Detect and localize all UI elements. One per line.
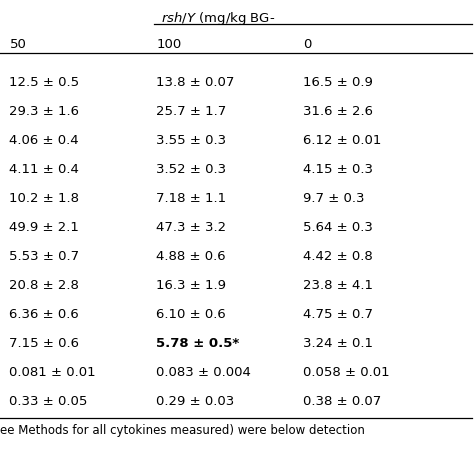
Text: 29.3 ± 1.6: 29.3 ± 1.6 bbox=[9, 105, 80, 118]
Text: 3.52 ± 0.3: 3.52 ± 0.3 bbox=[156, 163, 227, 176]
Text: 0.081 ± 0.01: 0.081 ± 0.01 bbox=[9, 366, 96, 379]
Text: 4.15 ± 0.3: 4.15 ± 0.3 bbox=[303, 163, 374, 176]
Text: 20.8 ± 2.8: 20.8 ± 2.8 bbox=[9, 279, 79, 292]
Text: 47.3 ± 3.2: 47.3 ± 3.2 bbox=[156, 221, 227, 234]
Text: 7.18 ± 1.1: 7.18 ± 1.1 bbox=[156, 192, 227, 205]
Text: 0.29 ± 0.03: 0.29 ± 0.03 bbox=[156, 395, 235, 408]
Text: 0.083 ± 0.004: 0.083 ± 0.004 bbox=[156, 366, 251, 379]
Text: 5.53 ± 0.7: 5.53 ± 0.7 bbox=[9, 250, 80, 263]
Text: 0: 0 bbox=[303, 38, 312, 51]
Text: 5.78 ± 0.5*: 5.78 ± 0.5* bbox=[156, 337, 240, 350]
Text: 5.64 ± 0.3: 5.64 ± 0.3 bbox=[303, 221, 373, 234]
Text: 6.10 ± 0.6: 6.10 ± 0.6 bbox=[156, 308, 226, 321]
Text: 6.12 ± 0.01: 6.12 ± 0.01 bbox=[303, 134, 382, 147]
Text: $\mathit{rsh/Y}$ (mg/kg BG-: $\mathit{rsh/Y}$ (mg/kg BG- bbox=[162, 10, 276, 27]
Text: 16.5 ± 0.9: 16.5 ± 0.9 bbox=[303, 76, 373, 89]
Text: 16.3 ± 1.9: 16.3 ± 1.9 bbox=[156, 279, 227, 292]
Text: 4.06 ± 0.4: 4.06 ± 0.4 bbox=[9, 134, 79, 147]
Text: 4.75 ± 0.7: 4.75 ± 0.7 bbox=[303, 308, 374, 321]
Text: 50: 50 bbox=[9, 38, 27, 51]
Text: 4.42 ± 0.8: 4.42 ± 0.8 bbox=[303, 250, 373, 263]
Text: 3.55 ± 0.3: 3.55 ± 0.3 bbox=[156, 134, 227, 147]
Text: 4.88 ± 0.6: 4.88 ± 0.6 bbox=[156, 250, 226, 263]
Text: 23.8 ± 4.1: 23.8 ± 4.1 bbox=[303, 279, 374, 292]
Text: 0.058 ± 0.01: 0.058 ± 0.01 bbox=[303, 366, 390, 379]
Text: 10.2 ± 1.8: 10.2 ± 1.8 bbox=[9, 192, 80, 205]
Text: 7.15 ± 0.6: 7.15 ± 0.6 bbox=[9, 337, 80, 350]
Text: 31.6 ± 2.6: 31.6 ± 2.6 bbox=[303, 105, 374, 118]
Text: 12.5 ± 0.5: 12.5 ± 0.5 bbox=[9, 76, 80, 89]
Text: 4.11 ± 0.4: 4.11 ± 0.4 bbox=[9, 163, 79, 176]
Text: 3.24 ± 0.1: 3.24 ± 0.1 bbox=[303, 337, 374, 350]
Text: 0.33 ± 0.05: 0.33 ± 0.05 bbox=[9, 395, 88, 408]
Text: 49.9 ± 2.1: 49.9 ± 2.1 bbox=[9, 221, 79, 234]
Text: 6.36 ± 0.6: 6.36 ± 0.6 bbox=[9, 308, 79, 321]
Text: 100: 100 bbox=[156, 38, 182, 51]
Text: 9.7 ± 0.3: 9.7 ± 0.3 bbox=[303, 192, 365, 205]
Text: 25.7 ± 1.7: 25.7 ± 1.7 bbox=[156, 105, 227, 118]
Text: 13.8 ± 0.07: 13.8 ± 0.07 bbox=[156, 76, 235, 89]
Text: ee Methods for all cytokines measured) were below detection: ee Methods for all cytokines measured) w… bbox=[0, 424, 365, 437]
Text: 0.38 ± 0.07: 0.38 ± 0.07 bbox=[303, 395, 382, 408]
